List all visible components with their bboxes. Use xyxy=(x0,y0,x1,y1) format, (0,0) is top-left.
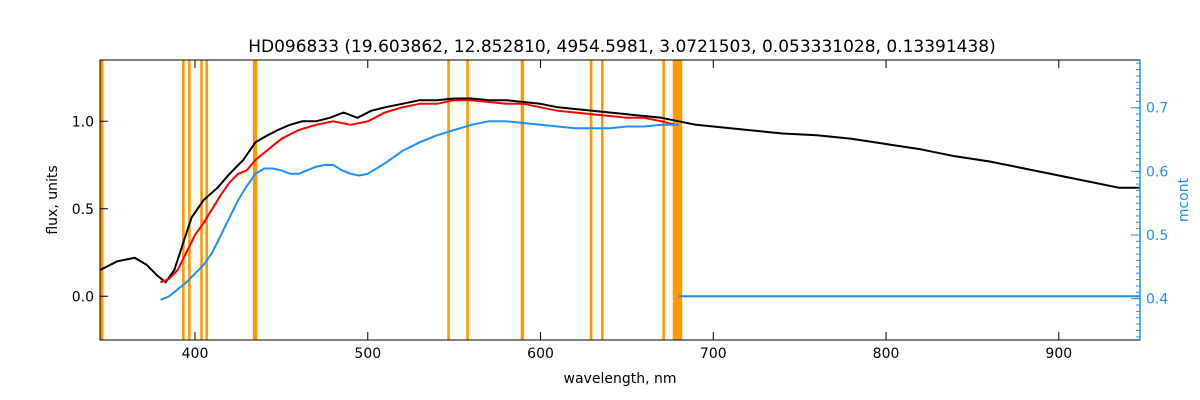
mask-line-12 xyxy=(672,60,683,340)
x-tick-label-400: 400 xyxy=(182,346,209,362)
x-tick-label-500: 500 xyxy=(354,346,381,362)
series-observed xyxy=(99,97,1140,284)
x-tick-label-600: 600 xyxy=(527,346,554,362)
mask-line-6 xyxy=(447,60,450,340)
y2-axis-label: mcont xyxy=(1176,177,1192,222)
x-tick-label-800: 800 xyxy=(873,346,900,362)
series-group xyxy=(99,97,1140,301)
x-axis-label: wavelength, nm xyxy=(564,371,677,387)
mask-line-8 xyxy=(520,60,525,340)
mask-line-10 xyxy=(600,60,604,340)
series-model xyxy=(160,99,676,284)
mask-line-0 xyxy=(100,60,104,340)
y-axis-label: flux, units xyxy=(45,165,61,234)
mask-line-5 xyxy=(252,60,258,340)
x-tick-label-900: 900 xyxy=(1045,346,1072,362)
mask-line-2 xyxy=(188,60,191,340)
y2-axis-ticks: 0.4 0.5 0.6 0.7 xyxy=(1131,60,1168,340)
y-tick-label-0.0: 0.0 xyxy=(72,289,94,305)
mask-line-11 xyxy=(662,60,665,340)
x-axis-ticks: 400 500 600 700 800 900 xyxy=(182,60,1072,362)
y-tick-label-0.5: 0.5 xyxy=(72,202,94,218)
mask-line-7 xyxy=(466,60,469,340)
y2-tick-label-0.6: 0.6 xyxy=(1146,164,1168,180)
chart-title: HD096833 (19.603862, 12.852810, 4954.598… xyxy=(248,37,996,57)
mask-line-1 xyxy=(182,60,185,340)
y2-tick-label-0.5: 0.5 xyxy=(1146,228,1168,244)
y-axis-ticks: 0.0 0.5 1.0 xyxy=(72,114,108,305)
mask-line-4 xyxy=(205,60,208,340)
series-continuum xyxy=(160,120,679,301)
y-tick-label-1.0: 1.0 xyxy=(72,114,94,130)
mask-line-3 xyxy=(200,60,203,340)
y2-tick-label-0.4: 0.4 xyxy=(1146,292,1168,308)
y2-tick-label-0.7: 0.7 xyxy=(1146,101,1168,117)
mask-line-9 xyxy=(589,60,593,340)
mask-regions xyxy=(100,60,683,340)
x-tick-label-700: 700 xyxy=(700,346,727,362)
